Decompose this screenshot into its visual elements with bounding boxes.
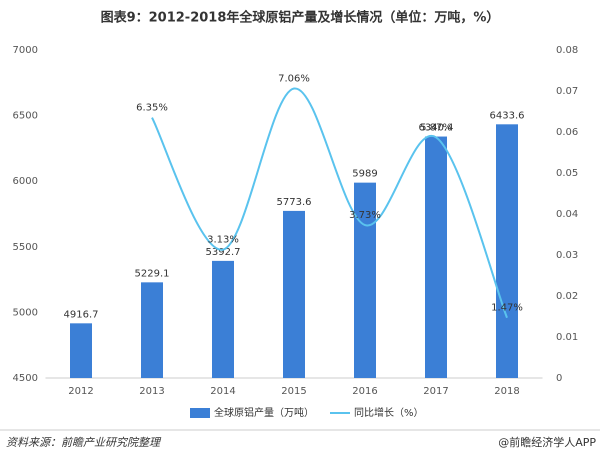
y2-tick-label: 0.01 <box>556 332 578 343</box>
y2-tick-label: 0.03 <box>556 250 578 261</box>
bar-value-label: 6340.4 <box>419 123 454 134</box>
line-value-label: 6.35% <box>136 103 168 114</box>
growth-line <box>151 87 508 319</box>
line-value-label: 3.13% <box>207 235 239 246</box>
x-tick-label: 2014 <box>210 386 235 397</box>
legend-label: 全球原铝产量（万吨） <box>214 406 314 419</box>
credit: @前瞻经济学人APP <box>498 435 596 449</box>
y-tick-label: 4500 <box>13 373 38 384</box>
bar <box>212 260 234 378</box>
bar <box>496 124 518 379</box>
chart-title: 图表9：2012-2018年全球原铝产量及增长情况（单位：万吨，%） <box>101 10 500 26</box>
x-tick-label: 2015 <box>281 386 306 397</box>
bar-value-label: 5229.1 <box>135 268 170 279</box>
y2-tick-label: 0.08 <box>556 45 578 56</box>
bar <box>354 182 376 378</box>
x-tick-label: 2018 <box>494 386 519 397</box>
bar-value-label: 6433.6 <box>490 110 525 121</box>
x-tick-label: 2012 <box>68 386 93 397</box>
bar <box>70 323 92 378</box>
y2-tick-label: 0.06 <box>556 127 578 138</box>
y-tick-label: 7000 <box>13 45 38 56</box>
source: 资料来源：前瞻产业研究院整理 <box>6 436 162 449</box>
y2-tick-label: 0.07 <box>556 86 578 97</box>
bar-value-label: 5989 <box>352 169 377 180</box>
bar-value-label: 5392.7 <box>206 247 241 258</box>
y-tick-label: 5500 <box>13 242 38 253</box>
x-tick-label: 2013 <box>139 386 164 397</box>
bar-value-label: 4916.7 <box>64 309 99 320</box>
line-value-label: 7.06% <box>278 74 310 85</box>
line-value-label: 3.73% <box>349 210 381 221</box>
line-value-label: 5.87% <box>420 122 452 133</box>
bar <box>425 136 447 378</box>
bar <box>141 282 163 378</box>
y-tick-label: 6000 <box>13 176 38 187</box>
y2-tick-label: 0.02 <box>556 291 578 302</box>
x-tick-label: 2017 <box>423 386 448 397</box>
y-tick-label: 6500 <box>13 111 38 122</box>
y2-tick-label: 0.04 <box>556 209 578 220</box>
legend-swatch <box>190 408 210 418</box>
line-value-label: 1.47% <box>491 303 523 314</box>
y2-tick-label: 0 <box>556 373 562 384</box>
legend-label: 同比增长（%） <box>354 406 424 419</box>
bar <box>283 210 305 378</box>
bar-value-label: 5773.6 <box>277 197 312 208</box>
y-tick-label: 5000 <box>13 307 38 318</box>
y2-tick-label: 0.05 <box>556 168 578 179</box>
x-tick-label: 2016 <box>352 386 377 397</box>
